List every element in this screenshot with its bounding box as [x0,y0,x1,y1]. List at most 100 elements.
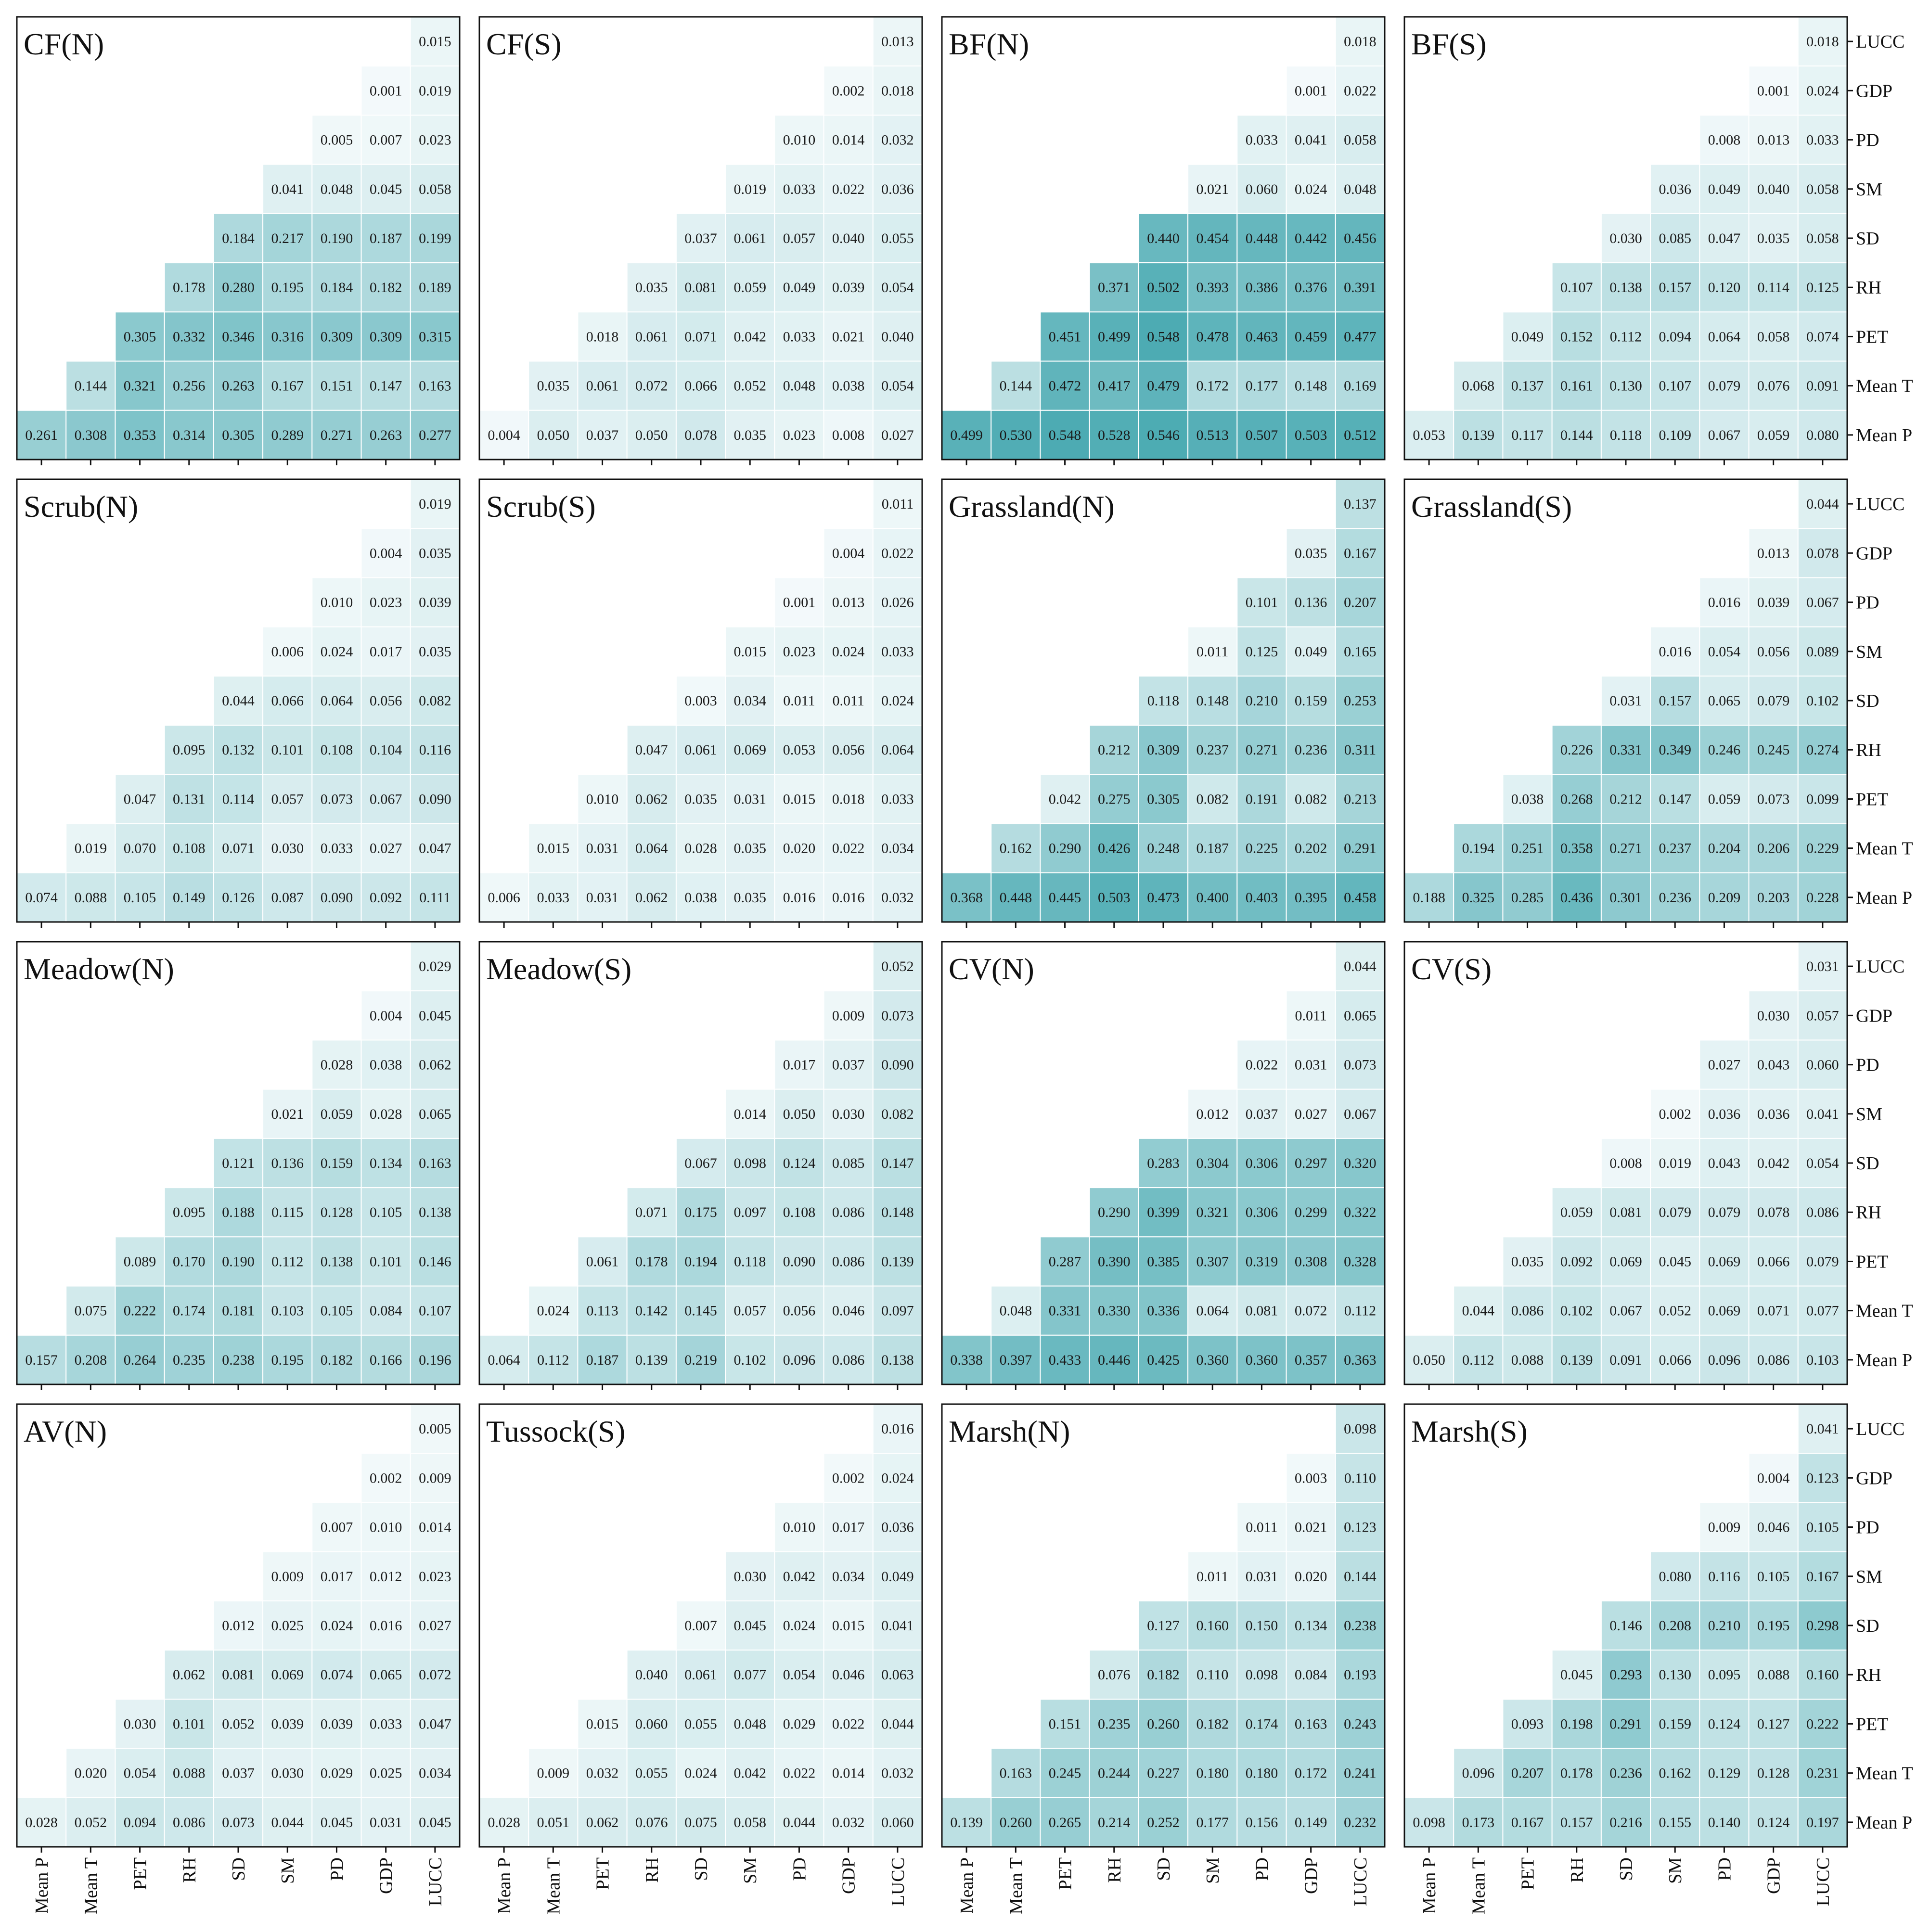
cell-value-label: 0.072 [635,378,668,394]
cell-value-label: 0.066 [684,378,717,394]
heatmap-cell [1187,409,1238,461]
heatmap-cell [872,577,923,627]
heatmap-cell [1797,409,1848,461]
cell-value-label: 0.038 [370,1057,402,1073]
cell-value-label: 0.105 [1757,1569,1790,1585]
heatmap-cell [262,725,313,775]
cell-value-label: 0.009 [1708,1520,1741,1535]
cell-value-label: 0.086 [1757,1352,1790,1368]
cell-value-label: 0.058 [1757,329,1790,345]
cell-value-label: 0.140 [1708,1815,1741,1830]
y-tick-label: GDP [1856,543,1892,563]
cell-value-label: 0.030 [1757,1008,1790,1024]
cell-value-label: 0.305 [222,427,255,443]
cell-value-label: 0.077 [733,1667,766,1683]
cell-value-label: 0.039 [271,1716,304,1732]
cell-value-label: 0.048 [321,181,353,197]
heatmap-cell [213,1187,264,1238]
cell-value-label: 0.321 [124,378,156,394]
cell-value-label: 0.037 [684,230,717,246]
cell-value-label: 0.015 [832,1618,865,1634]
x-tick-label: GDP [1301,1857,1322,1894]
heatmap-cell [1335,1187,1386,1238]
heatmap-cell [213,1285,264,1336]
heatmap-cell [1748,311,1799,362]
cell-value-label: 0.021 [832,329,865,345]
cell-value-label: 0.148 [1196,693,1229,709]
cell-value-label: 0.130 [1659,1667,1691,1683]
cell-value-label: 0.022 [783,1766,816,1781]
cell-value-label: 0.101 [173,1716,206,1732]
cell-value-label: 0.180 [1246,1766,1278,1781]
cell-value-label: 0.086 [832,1204,865,1220]
cell-value-label: 0.385 [1147,1254,1180,1269]
cell-value-label: 0.001 [783,595,816,611]
heatmap-cell [1138,1699,1189,1749]
x-tick-label: Mean P [494,1857,515,1914]
cell-value-label: 0.071 [684,329,717,345]
panel-title: Scrub(N) [24,489,138,524]
cell-value-label: 0.004 [488,427,520,443]
heatmap-cell [1138,1334,1189,1385]
cell-value-label: 0.125 [1806,280,1839,295]
cell-value-label: 0.187 [586,1352,619,1368]
heatmap-cell [1089,1187,1139,1238]
cell-value-label: 0.004 [1757,1470,1790,1486]
cell-value-label: 0.022 [1344,83,1377,99]
heatmap-cell [1797,1285,1848,1336]
heatmap-cell [1650,872,1700,923]
cell-value-label: 0.001 [1295,83,1327,99]
cell-value-label: 0.528 [1098,427,1131,443]
cell-value-label: 0.368 [950,890,983,906]
cell-value-label: 0.433 [1049,1352,1081,1368]
cell-value-label: 0.187 [370,230,402,246]
cell-value-label: 0.448 [1246,230,1278,246]
heatmap-cell [262,626,313,677]
cell-value-label: 0.045 [733,1618,766,1634]
cell-value-label: 0.073 [1757,791,1790,807]
heatmap-cell [1187,675,1238,726]
cell-value-label: 0.045 [419,1815,451,1830]
cell-value-label: 0.124 [1708,1716,1741,1732]
heatmap-cell [1187,1600,1238,1651]
cell-value-label: 0.027 [419,1618,451,1634]
cell-value-label: 0.213 [1344,791,1377,807]
panel-title: CF(N) [24,27,104,61]
heatmap-cell [1089,1236,1139,1287]
cell-value-label: 0.044 [271,1815,304,1830]
heatmap-cell [675,774,726,824]
heatmap-cell [941,872,992,923]
cell-value-label: 0.052 [1659,1303,1691,1319]
heatmap-cell [1040,774,1090,824]
cell-value-label: 0.034 [881,841,914,857]
cell-value-label: 0.109 [1659,427,1691,443]
heatmap-cell [774,1236,824,1287]
cell-value-label: 0.479 [1147,378,1180,394]
cell-value-label: 0.144 [75,378,107,394]
cell-value-label: 0.207 [1344,595,1377,611]
cell-value-label: 0.086 [832,1254,865,1269]
cell-value-label: 0.046 [832,1303,865,1319]
cell-value-label: 0.058 [1806,230,1839,246]
heatmap-cell [1236,872,1287,923]
heatmap-cell [1138,774,1189,824]
heatmap-cell [410,409,461,461]
heatmap-cell [774,1285,824,1336]
cell-value-label: 0.033 [881,644,914,660]
cell-value-label: 0.007 [370,132,402,148]
cell-value-label: 0.017 [370,644,402,660]
cell-value-label: 0.499 [950,427,983,443]
heatmap-cell [823,115,874,165]
heatmap-cell [1453,1334,1504,1385]
cell-value-label: 0.499 [1098,329,1131,345]
cell-value-label: 0.088 [1757,1667,1790,1683]
heatmap-cell [1551,360,1602,411]
heatmap-cell [1453,1285,1504,1336]
cell-value-label: 0.116 [1708,1569,1740,1585]
cell-value-label: 0.004 [832,545,865,561]
heatmap-cell [410,1138,461,1189]
cell-value-label: 0.219 [684,1352,717,1368]
cell-value-label: 0.061 [684,1667,717,1683]
x-tick-label: PET [1518,1857,1538,1890]
cell-value-label: 0.033 [783,329,816,345]
